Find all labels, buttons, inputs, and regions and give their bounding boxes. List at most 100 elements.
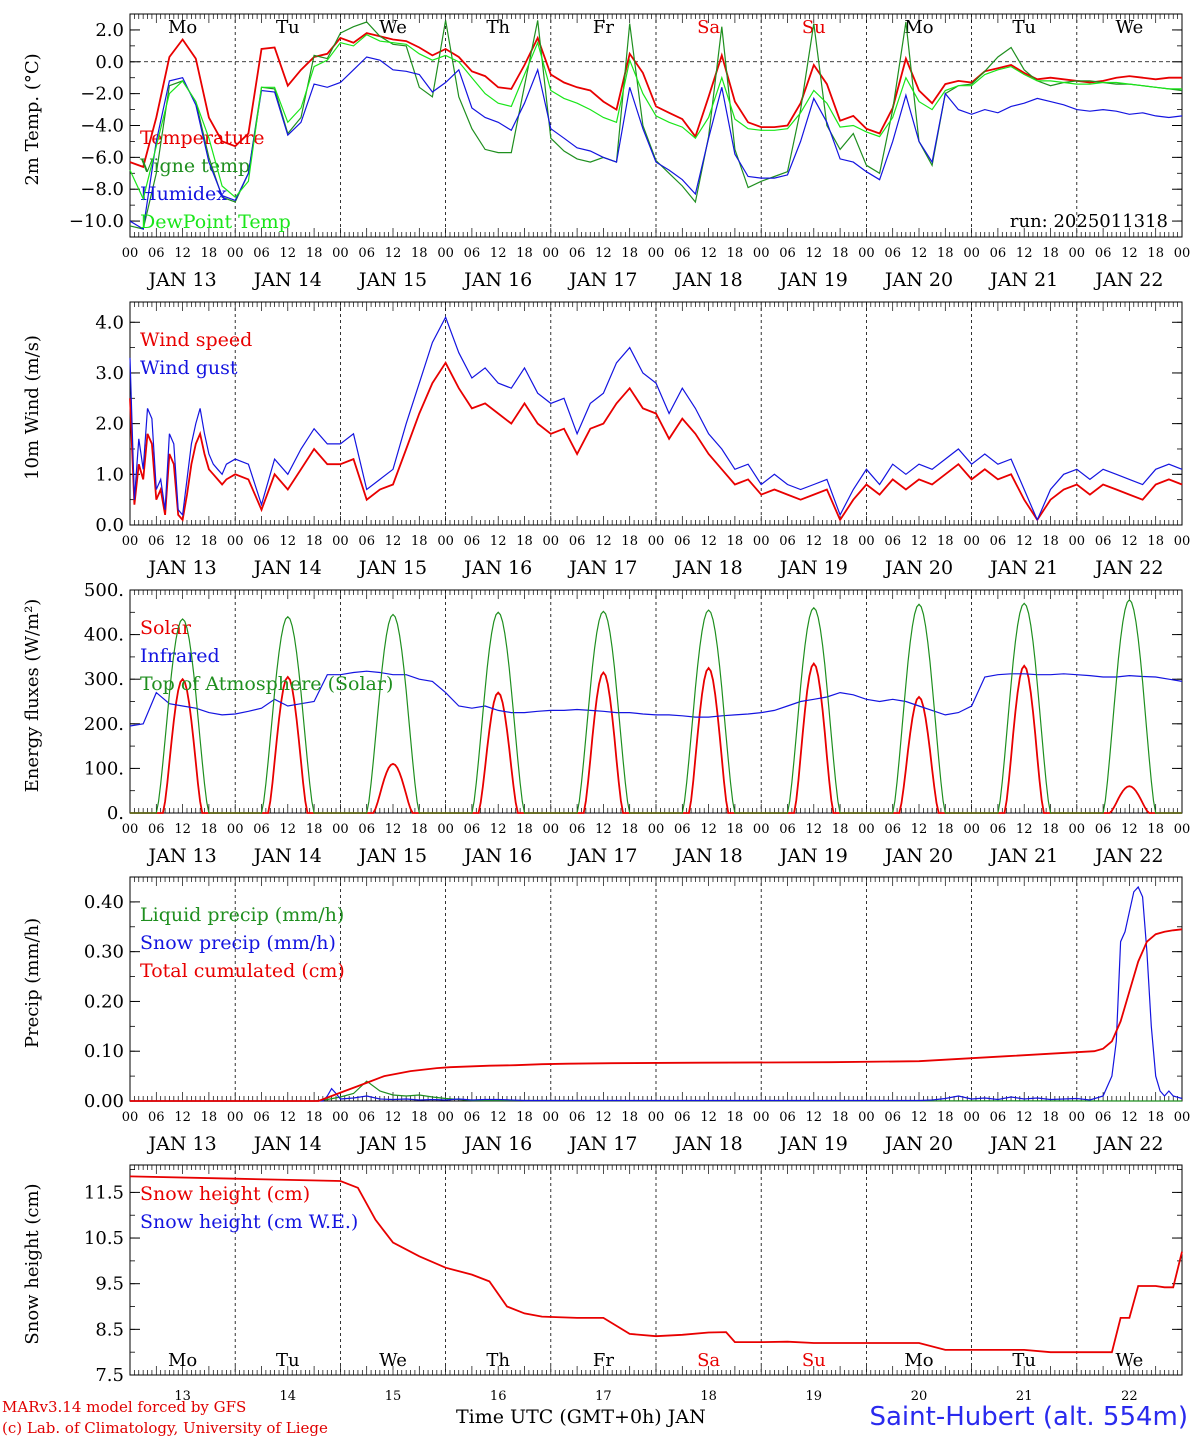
x-hour-label: 00 <box>858 246 875 261</box>
plot-frame <box>129 13 1183 238</box>
x-hour-label: 18 <box>411 246 428 261</box>
y-tick-label: 9.5 <box>95 1274 124 1295</box>
y-tick-label: 2.0 <box>95 414 124 435</box>
y-tick-label: 3.0 <box>95 363 124 384</box>
x-hour-label: 12 <box>806 822 823 837</box>
x-hour-label: 00 <box>122 822 139 837</box>
x-hour-label: 00 <box>122 534 139 549</box>
x-hour-label: 18 <box>621 534 638 549</box>
y-tick-label: 0.0 <box>95 52 124 73</box>
x-hour-label: 18 <box>201 534 218 549</box>
x-day-label: JAN 14 <box>252 845 322 867</box>
x-hour-label: 18 <box>727 822 744 837</box>
y-tick-label: 10.5 <box>84 1228 124 1249</box>
weekday-label: Sa <box>697 1350 720 1371</box>
y-axis-title: Energy fluxes (W/m²) <box>22 599 43 793</box>
x-hour-label: 18 <box>937 246 954 261</box>
x-hour-label: 00 <box>858 1110 875 1125</box>
x-hour-label: 00 <box>648 534 665 549</box>
x-hour-label: 06 <box>884 822 901 837</box>
legend-entry: Wind speed <box>140 329 252 351</box>
x-day-number: 15 <box>385 1389 402 1404</box>
x-hour-label: 00 <box>227 534 244 549</box>
y-tick-label: 11.5 <box>84 1182 124 1203</box>
x-day-number: 21 <box>1016 1389 1033 1404</box>
x-hour-label: 06 <box>1095 822 1112 837</box>
legend-entry: Humidex <box>140 183 227 205</box>
x-day-label: JAN 18 <box>673 845 743 867</box>
x-day-number: 22 <box>1121 1389 1138 1404</box>
y-tick-label: 100. <box>84 758 124 779</box>
weekday-label: Mo <box>168 17 197 38</box>
x-day-label: JAN 22 <box>1093 845 1163 867</box>
y-axis-title: Snow height (cm) <box>22 1183 43 1344</box>
x-hour-label: 18 <box>727 1110 744 1125</box>
x-hour-label: 00 <box>437 1110 454 1125</box>
x-day-number: 19 <box>806 1389 823 1404</box>
x-day-label: JAN 21 <box>988 1133 1058 1155</box>
x-hour-label: 00 <box>227 246 244 261</box>
x-hour-label: 12 <box>806 534 823 549</box>
x-hour-label: 06 <box>253 822 270 837</box>
legend-entry: Infrared <box>140 645 220 667</box>
series-line-dewpoint-temp <box>129 33 1182 201</box>
y-tick-label: −10.0 <box>69 211 124 232</box>
x-day-label: JAN 13 <box>147 1133 217 1155</box>
y-axis-title: 2m Temp. (°C) <box>22 53 43 185</box>
x-hour-label: 18 <box>516 822 533 837</box>
x-hour-label: 00 <box>963 822 980 837</box>
x-day-label: JAN 20 <box>883 557 953 579</box>
x-hour-label: 06 <box>779 822 796 837</box>
x-hour-label: 18 <box>1147 822 1164 837</box>
x-hour-label: 06 <box>569 534 586 549</box>
x-hour-label: 18 <box>937 1110 954 1125</box>
x-hour-label: 18 <box>516 246 533 261</box>
x-hour-label: 06 <box>674 246 691 261</box>
x-hour-label: 18 <box>306 534 323 549</box>
weekday-label: Tu <box>276 1350 300 1371</box>
x-day-number: 16 <box>490 1389 507 1404</box>
x-hour-label: 00 <box>1174 246 1191 261</box>
x-hour-label: 06 <box>148 534 165 549</box>
x-hour-label: 06 <box>779 246 796 261</box>
x-hour-label: 12 <box>700 822 717 837</box>
x-day-label: JAN 22 <box>1093 557 1163 579</box>
x-hour-label: 18 <box>201 1110 218 1125</box>
x-hour-label: 12 <box>806 246 823 261</box>
x-day-number: 18 <box>700 1389 717 1404</box>
x-hour-label: 12 <box>595 246 612 261</box>
run-annotation: run: 2025011318 <box>1010 211 1168 232</box>
weekday-label: We <box>1116 17 1144 38</box>
x-hour-label: 06 <box>674 822 691 837</box>
weekday-label: Fr <box>593 17 614 38</box>
x-hour-label: 18 <box>727 534 744 549</box>
x-hour-label: 12 <box>595 1110 612 1125</box>
x-hour-label: 18 <box>1147 1110 1164 1125</box>
x-hour-label: 12 <box>595 534 612 549</box>
legend-entry: DewPoint Temp <box>140 211 291 233</box>
x-day-label: JAN 19 <box>778 845 848 867</box>
x-hour-label: 00 <box>543 534 560 549</box>
x-hour-label: 00 <box>753 1110 770 1125</box>
y-tick-label: −8.0 <box>80 179 124 200</box>
x-hour-label: 18 <box>832 246 849 261</box>
y-tick-label: 0.30 <box>84 942 124 963</box>
x-hour-label: 00 <box>963 1110 980 1125</box>
x-hour-label: 00 <box>227 822 244 837</box>
x-hour-label: 12 <box>1016 534 1033 549</box>
x-hour-label: 00 <box>858 822 875 837</box>
x-hour-label: 06 <box>884 534 901 549</box>
x-day-label: JAN 19 <box>778 1133 848 1155</box>
x-day-label: JAN 16 <box>462 269 532 291</box>
weekday-label: Tu <box>1012 17 1036 38</box>
y-tick-label: 0.10 <box>84 1041 124 1062</box>
x-hour-label: 06 <box>674 534 691 549</box>
y-tick-label: 0. <box>107 803 124 824</box>
x-hour-label: 00 <box>753 534 770 549</box>
x-day-label: JAN 21 <box>988 269 1058 291</box>
x-hour-label: 12 <box>1121 1110 1138 1125</box>
y-tick-label: −6.0 <box>80 147 124 168</box>
weekday-label: Fr <box>593 1350 614 1371</box>
weekday-label: Sa <box>697 17 720 38</box>
